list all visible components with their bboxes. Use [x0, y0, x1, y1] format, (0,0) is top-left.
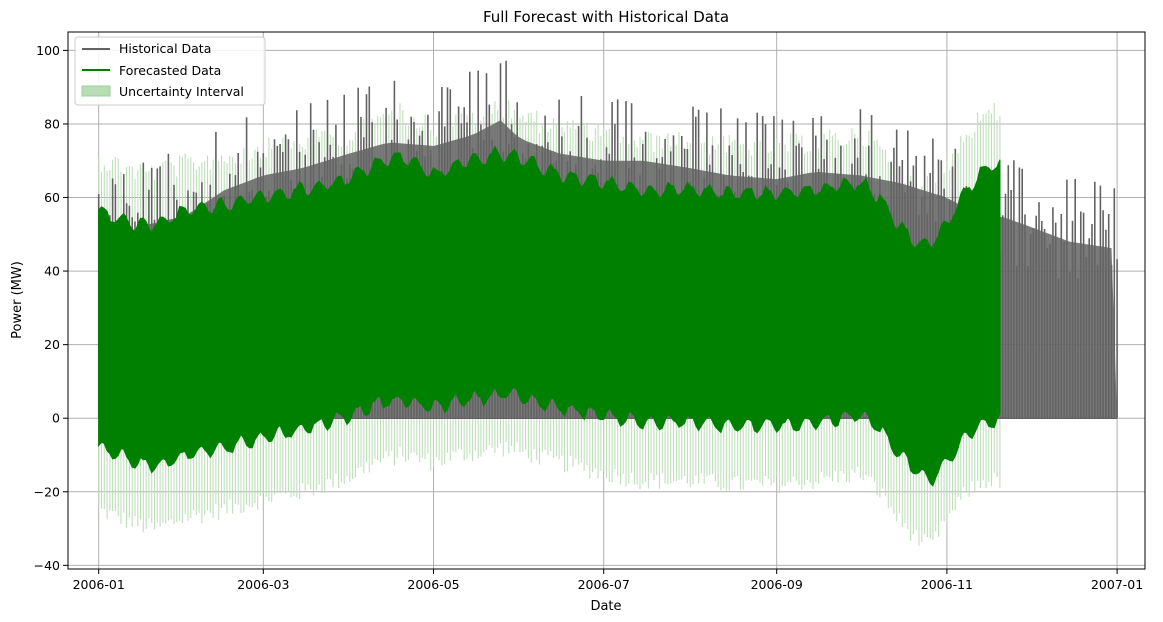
- y-tick-label: 60: [44, 190, 60, 205]
- y-tick-label: 100: [36, 43, 60, 58]
- x-tick-label: 2006-11: [921, 577, 973, 592]
- x-tick-label: 2006-05: [407, 577, 459, 592]
- y-tick-label: 0: [52, 411, 60, 426]
- legend-swatch-uncertainty: [81, 85, 111, 97]
- y-axis-title: Power (MW): [10, 261, 25, 339]
- x-tick-label: 2007-01: [1091, 577, 1143, 592]
- y-axis: −40 −20 0 20 40 60 80 100: [34, 43, 68, 573]
- plot-frame: [67, 31, 1146, 570]
- legend-box: [74, 36, 266, 106]
- series-layer: [97, 60, 1118, 546]
- x-tick-label: 2006-01: [73, 577, 125, 592]
- y-tick-label: 20: [44, 337, 60, 352]
- x-axis-title: Date: [590, 599, 621, 614]
- x-tick-label: 2006-07: [578, 577, 630, 592]
- y-tick-label: 80: [44, 116, 60, 131]
- chart-title: Full Forecast with Historical Data: [483, 8, 729, 26]
- legend-label-forecast: Forecasted Data: [119, 63, 221, 78]
- x-tick-label: 2006-03: [237, 577, 289, 592]
- x-axis: 2006-01 2006-03 2006-05 2006-07 2006-09 2006-…: [73, 569, 1143, 592]
- y-tick-label: 40: [44, 264, 60, 279]
- legend: Historical Data Forecasted Data Uncertai…: [74, 36, 266, 106]
- legend-label-historical: Historical Data: [119, 41, 211, 56]
- x-tick-label: 2006-09: [751, 577, 803, 592]
- forecasted-data-line: [98, 145, 1001, 487]
- legend-label-uncertainty: Uncertainty Interval: [119, 84, 244, 99]
- y-tick-label: −40: [34, 558, 60, 573]
- y-tick-label: −20: [34, 484, 60, 499]
